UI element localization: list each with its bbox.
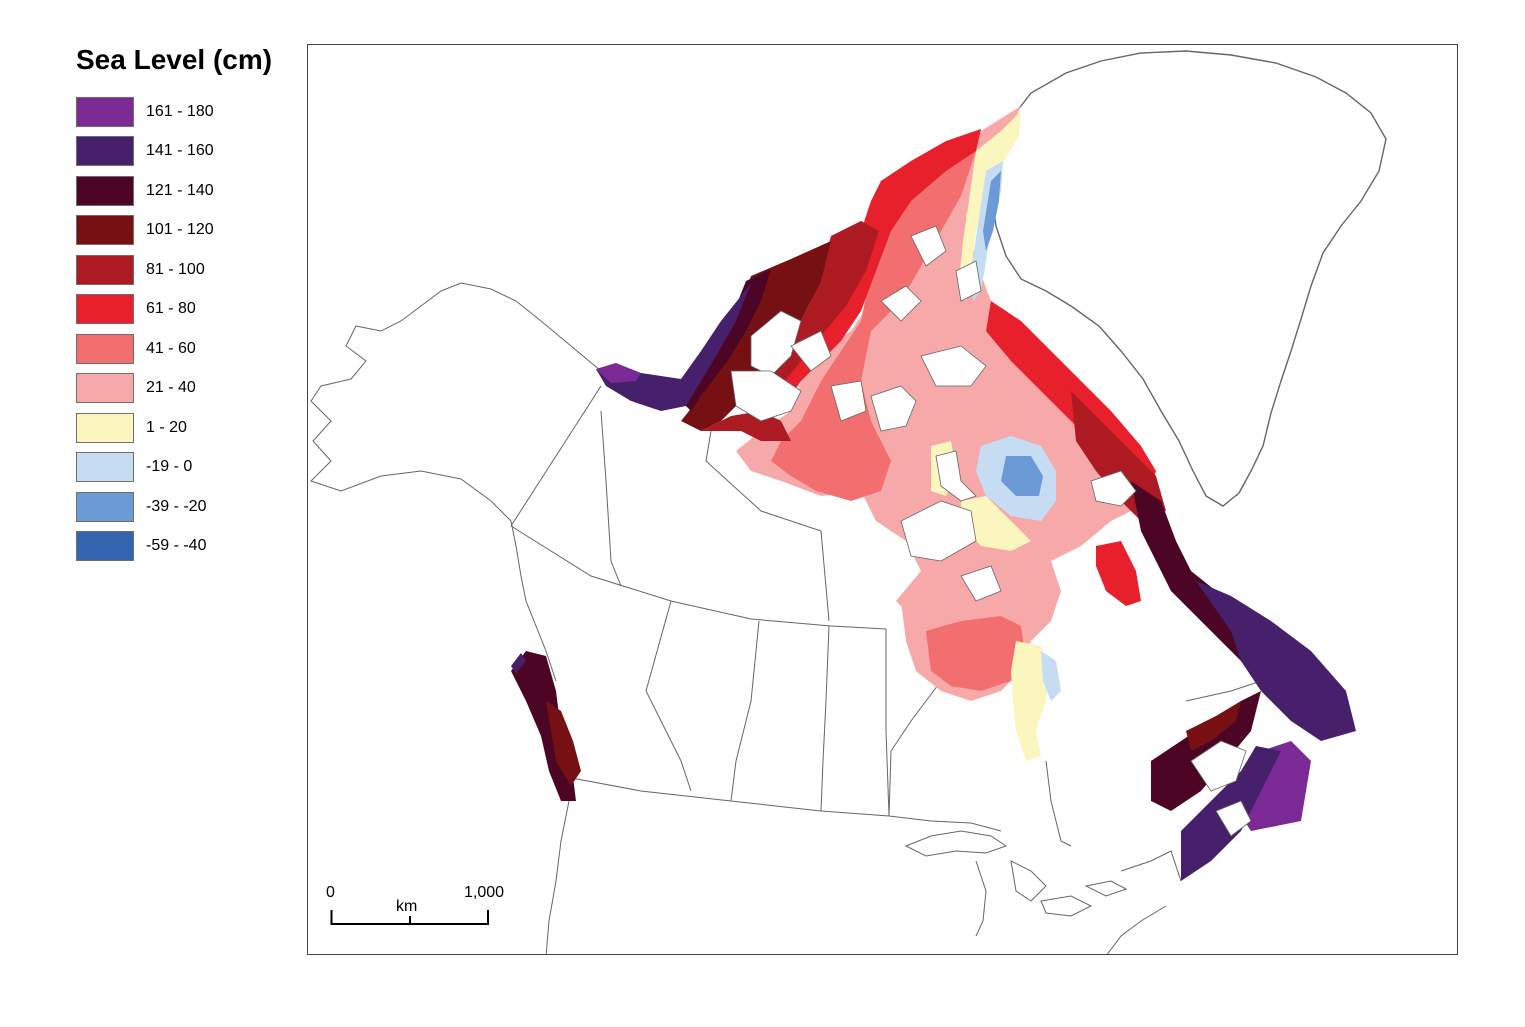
- legend-item: 141 - 160: [76, 132, 306, 172]
- legend-item: -39 - -20: [76, 487, 306, 527]
- legend-label: -59 - -40: [146, 537, 207, 555]
- legend-item: 1 - 20: [76, 408, 306, 448]
- legend-swatch: [76, 412, 134, 443]
- legend-item: 161 - 180: [76, 92, 306, 132]
- legend-label: 121 - 140: [146, 181, 214, 199]
- scale-end-label: 1,000: [464, 884, 505, 901]
- legend-label: 21 - 40: [146, 379, 196, 397]
- legend-item: 41 - 60: [76, 329, 306, 369]
- greenland-outline: [990, 50, 1387, 507]
- legend-swatch: [76, 373, 134, 404]
- legend-label: 161 - 180: [146, 102, 214, 120]
- arctic-islands: [730, 225, 1252, 837]
- legend-swatch: [76, 294, 134, 325]
- scale-bar: 0 km 1,000: [326, 884, 504, 934]
- legend-swatch: [76, 215, 134, 246]
- alaska-outline: [310, 282, 602, 522]
- legend-item: 61 - 80: [76, 290, 306, 330]
- legend-swatch: [76, 136, 134, 167]
- great-lakes: [904, 830, 1182, 954]
- legend-label: 61 - 80: [146, 300, 196, 318]
- map-svg: [310, 50, 1387, 954]
- legend-swatch: [76, 452, 134, 483]
- legend-swatch: [76, 491, 134, 522]
- us-west-coast: [545, 800, 570, 954]
- legend-swatch: [76, 531, 134, 562]
- map-frame: [307, 44, 1458, 955]
- legend-swatch: [76, 96, 134, 127]
- legend-label: 1 - 20: [146, 418, 187, 436]
- legend-label: -19 - 0: [146, 458, 193, 476]
- legend-label: 81 - 100: [146, 260, 205, 278]
- legend-item: 121 - 140: [76, 171, 306, 211]
- legend-swatch: [76, 175, 134, 206]
- legend: Sea Level (cm) 161 - 180 141 - 160 121 - 1…: [76, 44, 306, 566]
- legend-swatch: [76, 254, 134, 285]
- legend-item: 21 - 40: [76, 369, 306, 409]
- southampton-island: [935, 450, 977, 502]
- legend-swatch: [76, 333, 134, 364]
- scale-start-label: 0: [326, 884, 335, 901]
- province-boundaries: [510, 385, 1262, 847]
- scale-unit-label: km: [396, 898, 418, 915]
- legend-items: 161 - 180 141 - 160 121 - 140 101 - 120 81 -…: [76, 92, 306, 566]
- legend-item: -59 - -40: [76, 527, 306, 567]
- legend-title: Sea Level (cm): [76, 44, 273, 75]
- legend-label: 101 - 120: [146, 221, 214, 239]
- legend-item: -19 - 0: [76, 448, 306, 488]
- scale-bar-line: [330, 910, 489, 925]
- legend-label: -39 - -20: [146, 497, 207, 515]
- alaska-coast: [510, 520, 557, 682]
- legend-item: 81 - 100: [76, 250, 306, 290]
- legend-label: 141 - 160: [146, 142, 214, 160]
- legend-item: 101 - 120: [76, 211, 306, 251]
- legend-label: 41 - 60: [146, 339, 196, 357]
